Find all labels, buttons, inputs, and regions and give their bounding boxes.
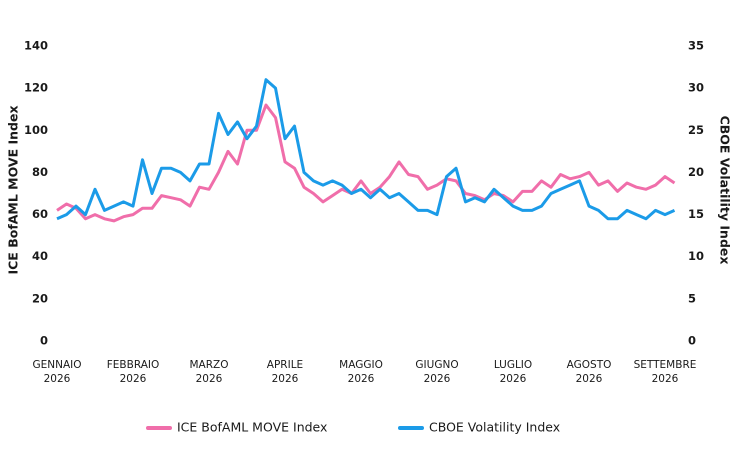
y-tick-label: 100 [24,123,48,137]
legend-label: ICE BofAML MOVE Index [177,420,327,435]
x-tick-label: GIUGNO 2026 [415,359,459,385]
y-tick-label: 0 [40,334,48,348]
y-tick-label: 40 [32,249,48,263]
x-tick-label: APRILE 2026 [266,359,304,385]
y2-tick-label: 0 [688,334,696,348]
y2-tick-label: 30 [688,81,704,95]
y-tick-label: 140 [24,39,48,53]
x-tick-label: SETTEMBRE 2026 [633,359,697,385]
y-tick-label: 60 [32,207,48,221]
y2-axis-title: CBOE Volatility Index [718,116,733,265]
y2-tick-label: 15 [688,207,704,221]
y-axis-title: ICE BofAML MOVE Index [6,105,21,274]
x-tick-label: MARZO 2026 [189,359,229,385]
legend-label: CBOE Volatility Index [429,420,560,435]
x-tick-label: MAGGIO 2026 [339,359,383,385]
series-line [56,78,676,221]
y2-tick-label: 10 [688,249,704,263]
y2-tick-label: 25 [688,123,704,137]
y2-tick-label: 5 [688,291,696,305]
y-tick-label: 120 [24,81,48,95]
y-tick-label: 20 [32,291,48,305]
series-line [56,103,676,223]
y2-tick-label: 20 [688,165,704,179]
x-tick-label: FEBBRAIO 2026 [106,359,160,385]
x-tick-label: LUGLIO 2026 [493,359,533,385]
x-tick-label: AGOSTO 2026 [566,359,612,385]
y-tick-label: 80 [32,165,48,179]
x-tick-label: GENNAIO 2026 [32,359,82,385]
y2-tick-label: 35 [688,39,704,53]
